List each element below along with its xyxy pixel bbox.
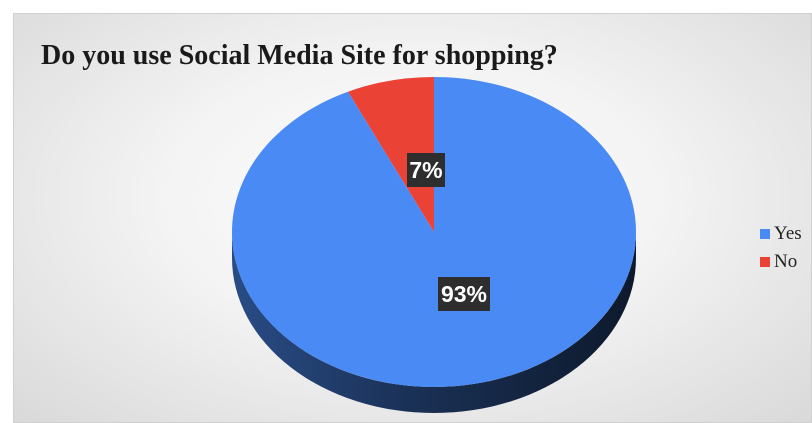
legend-swatch-yes xyxy=(760,229,770,239)
legend-swatch-no xyxy=(760,257,770,267)
data-label-text: 93% xyxy=(441,281,487,307)
data-label-box xyxy=(407,153,445,187)
data-label-no: 7% xyxy=(407,153,445,187)
legend: Yes No xyxy=(760,220,802,276)
legend-label-no: No xyxy=(774,251,798,272)
chart-frame: Do you use Social Media Site for shoppin… xyxy=(13,13,812,423)
pie-slice-no xyxy=(347,77,434,232)
legend-item-no: No xyxy=(760,248,802,276)
pie-slice-yes xyxy=(231,77,636,388)
data-label-text: 7% xyxy=(409,157,442,183)
legend-label-yes: Yes xyxy=(774,223,802,244)
chart-title: Do you use Social Media Site for shoppin… xyxy=(41,40,558,71)
data-label-box xyxy=(438,277,490,311)
pie-chart: 93% 7% xyxy=(231,77,636,413)
data-label-yes: 93% xyxy=(438,277,490,311)
legend-item-yes: Yes xyxy=(760,220,802,248)
pie-side-wall xyxy=(232,232,636,413)
